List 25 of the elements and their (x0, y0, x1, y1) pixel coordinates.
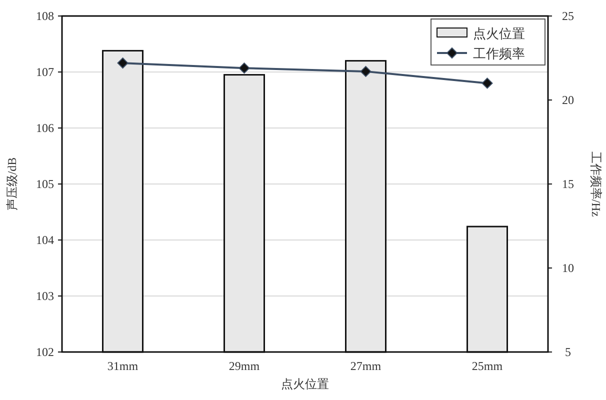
y-tick-label: 103 (36, 289, 54, 303)
x-tick-label: 27mm (350, 359, 382, 373)
y-tick-label: 104 (36, 233, 54, 247)
y-tick-label: 107 (36, 65, 54, 79)
x-axis-title: 点火位置 (281, 377, 329, 391)
x-tick-label: 29mm (228, 359, 260, 373)
y-tick-label: 105 (36, 177, 54, 191)
x-tick-label: 25mm (472, 359, 504, 373)
y2-tick-label: 10 (562, 261, 574, 275)
point (482, 78, 493, 89)
y2-axis-title: 工作频率/Hz (589, 151, 603, 217)
y2-tick-label: 5 (565, 345, 571, 359)
y-tick-label: 106 (36, 121, 54, 135)
y-axis-title: 声压级/dB (5, 157, 19, 211)
legend-label: 点火位置 (473, 26, 525, 41)
y-tick-label: 108 (36, 9, 54, 23)
x-tick-label: 31mm (107, 359, 139, 373)
y-tick-label: 102 (36, 345, 54, 359)
y2-tick-label: 20 (562, 93, 574, 107)
point (238, 62, 250, 74)
legend-label: 工作频率 (473, 46, 525, 61)
point (360, 66, 372, 77)
y2-tick-label: 25 (562, 9, 574, 23)
y2-tick-label: 15 (562, 177, 574, 191)
point (117, 58, 128, 69)
